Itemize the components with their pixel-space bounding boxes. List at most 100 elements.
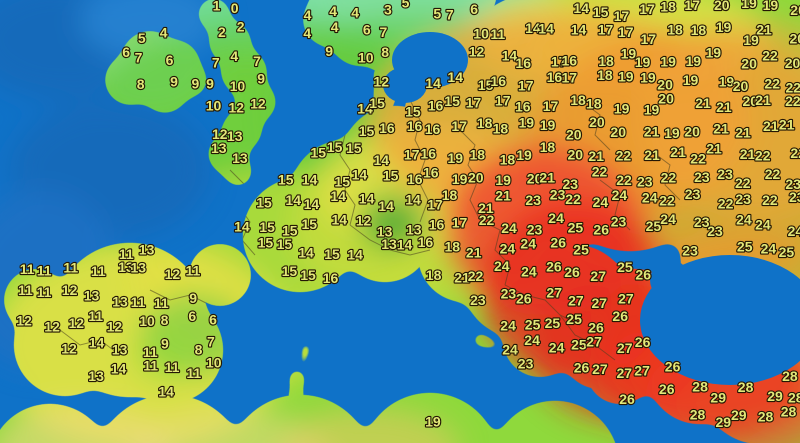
svg-text:7: 7: [212, 55, 220, 71]
svg-text:7: 7: [207, 334, 215, 350]
svg-text:2: 2: [237, 19, 245, 35]
svg-text:21: 21: [644, 147, 660, 163]
svg-text:28: 28: [692, 378, 708, 394]
svg-text:11: 11: [37, 284, 52, 300]
svg-text:24: 24: [494, 258, 510, 274]
svg-text:26: 26: [659, 381, 675, 397]
svg-text:28: 28: [782, 368, 798, 384]
svg-text:21: 21: [466, 244, 482, 260]
svg-text:11: 11: [185, 263, 200, 279]
svg-text:20: 20: [610, 124, 626, 140]
svg-text:23: 23: [789, 189, 800, 205]
svg-text:18: 18: [477, 115, 493, 131]
svg-text:21: 21: [644, 124, 660, 140]
svg-text:25: 25: [568, 219, 584, 235]
svg-text:22: 22: [565, 191, 581, 207]
svg-text:24: 24: [501, 220, 517, 236]
svg-text:23: 23: [637, 174, 653, 190]
svg-text:3: 3: [384, 1, 392, 17]
svg-text:4: 4: [331, 19, 339, 35]
svg-text:16: 16: [429, 217, 445, 233]
svg-text:18: 18: [586, 95, 602, 111]
svg-text:14: 14: [447, 69, 463, 85]
svg-text:5: 5: [138, 30, 146, 46]
svg-text:26: 26: [564, 264, 580, 280]
svg-text:27: 27: [586, 334, 602, 350]
svg-text:17: 17: [684, 0, 700, 13]
svg-text:10: 10: [473, 26, 489, 42]
svg-text:4: 4: [160, 24, 168, 40]
svg-text:12: 12: [250, 96, 266, 112]
svg-text:24: 24: [660, 211, 676, 227]
svg-text:22: 22: [592, 164, 608, 180]
svg-text:26: 26: [612, 308, 628, 324]
svg-text:19: 19: [706, 45, 722, 61]
svg-text:23: 23: [682, 243, 698, 259]
svg-text:16: 16: [420, 145, 436, 161]
svg-text:6: 6: [209, 312, 217, 328]
svg-text:22: 22: [762, 192, 778, 208]
svg-text:19: 19: [644, 102, 660, 118]
svg-text:16: 16: [425, 121, 441, 137]
svg-text:8: 8: [195, 341, 203, 357]
svg-text:26: 26: [635, 334, 651, 350]
svg-text:24: 24: [502, 342, 518, 358]
svg-text:7: 7: [380, 24, 388, 40]
svg-text:8: 8: [137, 76, 145, 92]
svg-text:16: 16: [323, 270, 339, 286]
svg-text:24: 24: [761, 240, 777, 256]
svg-text:19: 19: [614, 101, 630, 117]
svg-text:19: 19: [540, 117, 556, 133]
svg-text:20: 20: [741, 56, 757, 72]
svg-text:21: 21: [495, 187, 511, 203]
svg-text:25: 25: [525, 316, 541, 332]
svg-text:15: 15: [369, 95, 385, 111]
svg-text:12: 12: [469, 43, 485, 59]
svg-text:25: 25: [545, 315, 561, 331]
svg-text:23: 23: [735, 191, 751, 207]
svg-text:9: 9: [170, 74, 178, 90]
svg-text:19: 19: [447, 150, 463, 166]
svg-text:25: 25: [617, 259, 633, 275]
svg-text:17: 17: [618, 24, 634, 40]
svg-text:24: 24: [736, 211, 752, 227]
svg-text:25: 25: [566, 311, 582, 327]
svg-text:23: 23: [717, 166, 733, 182]
svg-text:13: 13: [112, 342, 128, 358]
svg-text:22: 22: [718, 196, 734, 212]
svg-text:17: 17: [641, 31, 657, 47]
svg-text:11: 11: [131, 294, 146, 310]
svg-text:17: 17: [543, 98, 559, 114]
svg-text:20: 20: [468, 170, 484, 186]
svg-text:11: 11: [91, 263, 106, 279]
svg-text:9: 9: [257, 70, 265, 86]
svg-text:29: 29: [767, 388, 783, 404]
svg-text:20: 20: [589, 114, 605, 130]
svg-text:28: 28: [781, 403, 797, 419]
svg-text:21: 21: [755, 92, 771, 108]
svg-text:7: 7: [253, 53, 261, 69]
svg-text:13: 13: [232, 150, 248, 166]
svg-text:17: 17: [639, 1, 655, 17]
svg-text:18: 18: [470, 147, 486, 163]
svg-text:14: 14: [538, 21, 554, 37]
svg-text:17: 17: [452, 215, 468, 231]
svg-text:12: 12: [69, 315, 85, 331]
svg-text:11: 11: [186, 365, 201, 381]
svg-text:11: 11: [37, 263, 52, 279]
svg-text:16: 16: [515, 99, 531, 115]
svg-text:24: 24: [500, 241, 516, 257]
svg-text:10: 10: [139, 313, 155, 329]
svg-text:12: 12: [228, 100, 244, 116]
svg-text:22: 22: [762, 48, 778, 64]
svg-text:10: 10: [230, 78, 246, 94]
svg-text:21: 21: [763, 118, 779, 134]
svg-text:28: 28: [758, 409, 774, 425]
svg-text:17: 17: [562, 69, 578, 85]
svg-text:18: 18: [597, 67, 613, 83]
svg-text:23: 23: [694, 169, 710, 185]
svg-text:18: 18: [445, 239, 461, 255]
svg-text:14: 14: [573, 0, 589, 16]
svg-text:8: 8: [381, 44, 389, 60]
svg-text:12: 12: [44, 319, 60, 335]
